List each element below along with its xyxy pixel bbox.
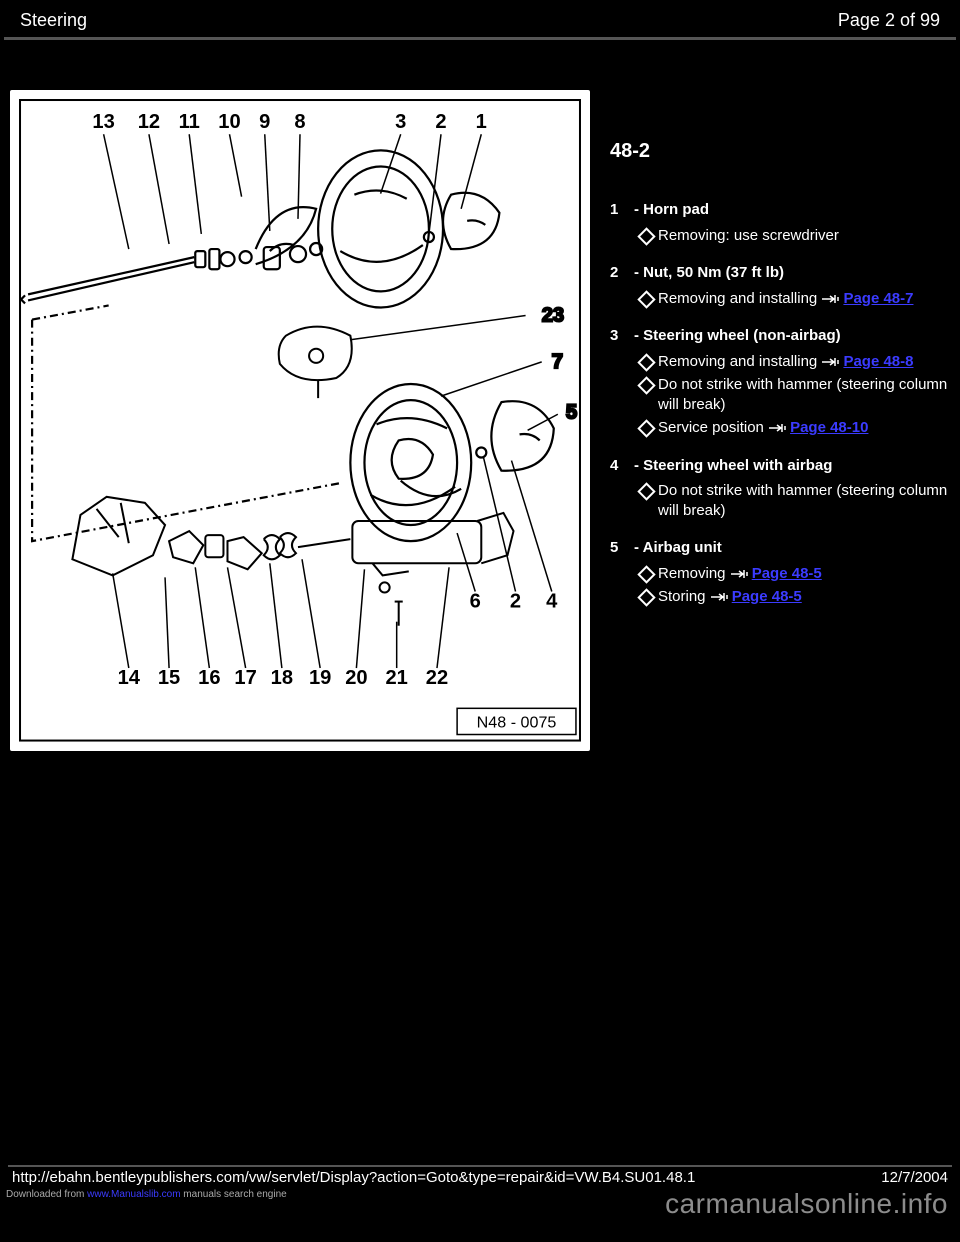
exploded-diagram: 13 12 11 10 9 8 3 2 1 — [10, 90, 590, 751]
item-title: - Steering wheel (non-airbag) — [634, 326, 841, 346]
page-number: 48-2 — [610, 138, 950, 164]
label-2: 2 — [435, 111, 446, 133]
sub-item: Removing Page 48-5 — [640, 564, 950, 584]
label-21: 21 — [385, 667, 407, 689]
label-5: 5 — [566, 401, 577, 423]
label-7: 7 — [552, 351, 563, 373]
sub-item: Removing and installing Page 48-7 — [640, 289, 950, 309]
page-ref-arrow-icon — [730, 569, 748, 579]
label-4: 4 — [546, 591, 558, 613]
item-title: - Nut, 50 Nm (37 ft lb) — [634, 263, 784, 283]
label-2b: 2 — [510, 591, 521, 613]
label-3: 3 — [395, 111, 406, 133]
text-column: 48-2 1 - Horn pad Removing: use screwdrive… — [610, 90, 950, 751]
label-14: 14 — [118, 667, 141, 689]
sub-item: Removing and installing Page 48-8 — [640, 352, 950, 372]
label-12: 12 — [138, 111, 160, 133]
item-title: - Steering wheel with airbag — [634, 456, 832, 476]
label-18: 18 — [271, 667, 293, 689]
sub-item: Storing Page 48-5 — [640, 587, 950, 607]
item-number: 5 — [610, 538, 628, 558]
label-9: 9 — [259, 111, 270, 133]
sub-item: Do not strike with hammer (steering colu… — [640, 481, 950, 520]
diagram-ref: N48 - 0075 — [477, 713, 557, 731]
label-1: 1 — [476, 111, 487, 133]
download-link[interactable]: www.Manualslib.com — [87, 1189, 180, 1200]
page-link[interactable]: Page 48-10 — [790, 419, 868, 436]
item-4: 4 - Steering wheel with airbag Do not stri… — [610, 456, 950, 521]
item-number: 4 — [610, 456, 628, 476]
page-ref-arrow-icon — [768, 423, 786, 433]
item-title: - Airbag unit — [634, 538, 722, 558]
footer-date: 12/7/2004 — [881, 1169, 948, 1186]
label-20: 20 — [345, 667, 367, 689]
page-ref-arrow-icon — [710, 592, 728, 602]
page-link[interactable]: Page 48-7 — [843, 290, 913, 307]
item-3: 3 - Steering wheel (non-airbag) Removing a… — [610, 326, 950, 438]
item-title: - Horn pad — [634, 200, 709, 220]
page-link[interactable]: Page 48-8 — [843, 353, 913, 370]
item-number: 3 — [610, 326, 628, 346]
page-link[interactable]: Page 48-5 — [752, 565, 822, 582]
item-number: 2 — [610, 263, 628, 283]
watermark: carmanualsonline.info — [665, 1188, 948, 1220]
page-ref-arrow-icon — [821, 294, 839, 304]
label-8: 8 — [294, 111, 305, 133]
label-19: 19 — [309, 667, 331, 689]
diagram-container: 13 12 11 10 9 8 3 2 1 — [10, 90, 590, 751]
label-11: 11 — [179, 111, 200, 133]
item-5: 5 - Airbag unit Removing Page 48-5 Storing … — [610, 538, 950, 607]
label-13: 13 — [92, 111, 114, 133]
item-number: 1 — [610, 200, 628, 220]
download-text: Downloaded from www.Manualslib.com manua… — [6, 1189, 287, 1200]
page-ref-arrow-icon — [821, 357, 839, 367]
sub-item: Removing: use screwdriver — [640, 226, 950, 246]
label-17: 17 — [234, 667, 256, 689]
sub-item: Do not strike with hammer (steering colu… — [640, 375, 950, 414]
label-23: 23 — [542, 305, 564, 327]
footer-url: http://ebahn.bentleypublishers.com/vw/se… — [12, 1169, 695, 1186]
sub-item: Service position Page 48-10 — [640, 418, 950, 438]
label-10: 10 — [218, 111, 240, 133]
header-left: Steering — [20, 10, 87, 31]
label-16: 16 — [198, 667, 220, 689]
label-6: 6 — [470, 591, 481, 613]
item-2: 2 - Nut, 50 Nm (37 ft lb) Removing and ins… — [610, 263, 950, 308]
header-right: Page 2 of 99 — [838, 10, 940, 31]
label-15: 15 — [158, 667, 180, 689]
label-22: 22 — [426, 667, 448, 689]
item-1: 1 - Horn pad Removing: use screwdriver — [610, 200, 950, 245]
page-link[interactable]: Page 48-5 — [732, 588, 802, 605]
